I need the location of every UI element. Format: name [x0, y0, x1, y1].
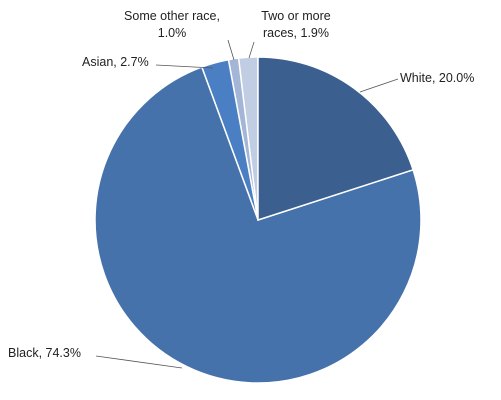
pie-slice — [257, 56, 415, 222]
data-label: Two or more races, 1.9% — [261, 9, 331, 40]
pie-slice — [94, 66, 422, 384]
data-label: Some other race, 1.0% — [124, 9, 220, 40]
leader-line — [95, 355, 183, 369]
leader-line — [155, 64, 214, 69]
data-label: White, 20.0% — [400, 71, 475, 85]
data-label: Black, 74.3% — [8, 346, 81, 360]
leader-line — [227, 39, 235, 61]
leader-line — [359, 78, 399, 93]
leader-line — [248, 41, 255, 59]
data-label: Asian, 2.7% — [82, 55, 149, 69]
